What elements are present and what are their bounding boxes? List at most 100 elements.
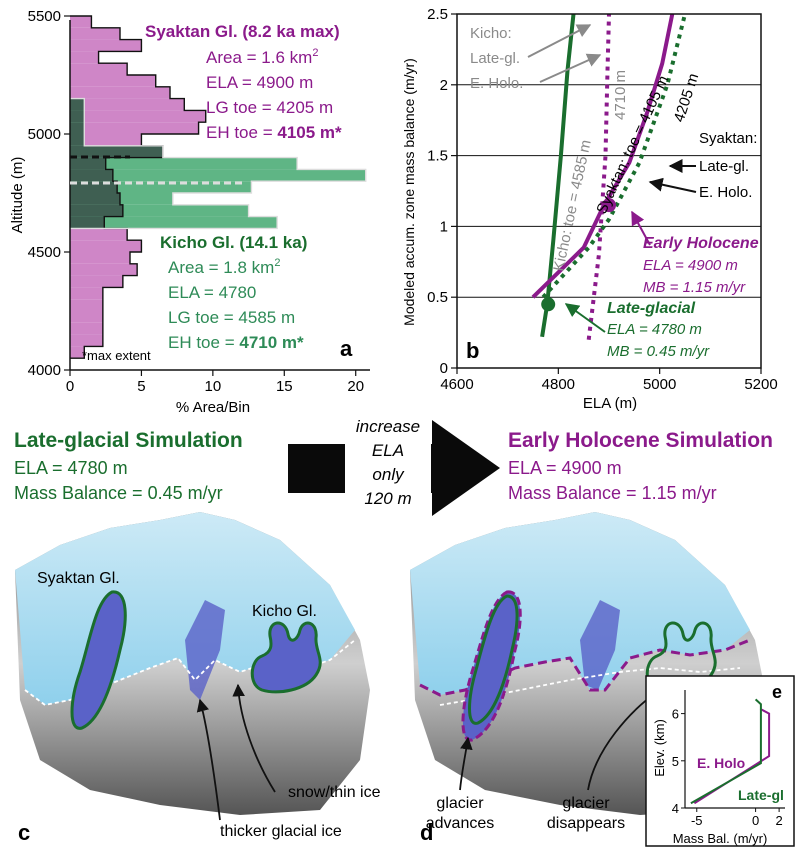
simulation-header-row: Late-glacial Simulation ELA = 4780 m Mas… — [14, 414, 773, 526]
panel-b-frame — [456, 13, 762, 369]
a-ytick-label-5000: 5000 — [28, 126, 61, 143]
arrow-text-2: ELA — [372, 441, 404, 460]
b-series-2 — [531, 13, 675, 299]
lg-mb-label: MB = 0.45 m/yr — [607, 343, 710, 360]
syktan-bar-0 — [70, 346, 85, 359]
e-ytick-label-4: 4 — [672, 801, 679, 816]
panel-a-letter: a — [340, 336, 353, 361]
inset-xlabel: Mass Bal. (m/yr) — [673, 831, 768, 846]
overlap-bar-6 — [70, 145, 163, 158]
a-xtick-label-20: 20 — [347, 378, 364, 395]
e-ytick-label-5: 5 — [672, 754, 679, 769]
thick-label: thicker glacial ice — [220, 823, 342, 840]
overlap-bar-3 — [70, 181, 118, 193]
toe-4205-label: 4205 m — [671, 71, 703, 124]
thick-ice-d — [580, 600, 620, 690]
arrow-text-4: 120 m — [364, 489, 411, 508]
eh-label: Early Holocene — [643, 235, 759, 252]
syktan-bar-3 — [70, 311, 103, 323]
footnote: *max extent — [82, 348, 151, 363]
kicho-bar-4 — [70, 169, 366, 182]
lg-sim-title: Late-glacial Simulation — [14, 429, 243, 452]
kicho-bar-5 — [70, 157, 298, 170]
panel-a-histogram: 0 5 10 15 20 4000 4500 5000 5500 Altitude (m) % … — [9, 8, 370, 416]
syktan-bar-28 — [70, 16, 92, 28]
b-series-0 — [540, 13, 576, 338]
b-ytick-label-1: 1 — [440, 218, 448, 235]
syktan-bar-9 — [70, 240, 142, 252]
toe-4710-label: 4710 m — [612, 70, 629, 120]
overlap-bar-4 — [70, 169, 113, 182]
panel-d-letter: d — [420, 820, 433, 845]
lg-ela-label: ELA = 4780 m — [607, 321, 702, 338]
advances-pointer — [459, 736, 473, 791]
kicho-key-lg: Late-gl. — [470, 50, 520, 67]
inset-frame — [645, 675, 795, 847]
panel-b-series — [531, 13, 687, 340]
panel-b-line-chart: 4600 4800 5000 5200 0 0.5 1 1.5 2 2.5 Modeled acc… — [401, 6, 778, 412]
disappears-label-2: disappears — [547, 815, 625, 832]
e-xtick-label--5: -5 — [691, 813, 703, 828]
thick-pointer — [196, 698, 221, 821]
eh-sim-mb: Mass Balance = 1.15 m/yr — [508, 483, 717, 503]
arrow-text-box — [345, 414, 431, 526]
overlap-bar-7 — [70, 134, 85, 146]
snow-pointer — [232, 683, 276, 793]
syktan-bar-22 — [70, 86, 170, 99]
syktan-bar-25 — [70, 51, 99, 64]
syktan-bar-4 — [70, 299, 103, 311]
inset-ticks: -5 0 2 4 5 6 — [672, 707, 783, 828]
syktan-bar-27 — [70, 27, 120, 40]
syktan-bar-21 — [70, 98, 185, 111]
kicho-label-c: Kicho Gl. — [252, 603, 317, 620]
syktan-bar-19 — [70, 122, 199, 134]
syktan-eh-toe: EH toe = 4105 m* — [206, 123, 342, 142]
syktan-bar-2 — [70, 322, 103, 335]
overlap-bar-10 — [70, 98, 85, 111]
kicho-glacier-outline-c — [250, 621, 322, 694]
panel-e-inset: -5 0 2 4 5 6 Elev. (km) Mass Bal. (m/yr) E. H… — [645, 675, 795, 847]
kicho-key-eh: E. Holo. — [470, 75, 523, 92]
a-ytick-label-4000: 4000 — [28, 362, 61, 379]
kicho-area: Area = 1.8 km2 — [168, 257, 280, 277]
syktan-ela: ELA = 4900 m — [206, 73, 313, 92]
syktan-bar-8 — [70, 252, 130, 264]
kicho-ela: ELA = 4780 — [168, 283, 256, 302]
overlap-bar-0 — [70, 216, 105, 229]
panel-e-letter: e — [772, 682, 782, 702]
a-xtick-label-10: 10 — [205, 378, 222, 395]
inset-series — [690, 698, 771, 805]
panel-b-ylabel: Modeled accum. zone mass balance (m/yr) — [401, 58, 417, 326]
syktan-label-c: Syaktan Gl. — [37, 570, 120, 587]
snow-label: snow/thin ice — [288, 784, 381, 801]
overlap-bar-8 — [70, 122, 85, 134]
snowline-d-eh — [419, 638, 751, 697]
panel-c-letter: c — [18, 820, 30, 845]
a-xtick-label-0: 0 — [66, 378, 74, 395]
b-ytick-label-0: 0 — [440, 360, 448, 377]
syktan-bar-23 — [70, 75, 156, 87]
b-series-3 — [541, 13, 687, 299]
lg-sim-mb: Mass Balance = 0.45 m/yr — [14, 483, 223, 503]
overlap-bar-2 — [70, 193, 120, 205]
a-xtick-label-5: 5 — [137, 378, 145, 395]
e-xtick-label-0: 0 — [752, 813, 759, 828]
a-ytick-label-4500: 4500 — [28, 244, 61, 261]
kicho-title: Kicho Gl. (14.1 ka) — [160, 233, 307, 252]
a-xtick-label-15: 15 — [276, 378, 293, 395]
syktan-lg-outline-d — [468, 594, 519, 725]
panel-b-letter: b — [466, 338, 479, 363]
panel-b-ticks: 4600 4800 5000 5200 0 0.5 1 1.5 2 2.5 — [427, 6, 778, 393]
kicho-lg-outline-d — [645, 621, 717, 694]
eh-sim-title: Early Holocene Simulation — [508, 429, 773, 452]
syktan-bar-18 — [70, 134, 142, 146]
b-xtick-label-5200: 5200 — [744, 376, 777, 393]
syktan-step-outline — [70, 15, 207, 359]
syktan-bar-1 — [70, 334, 103, 347]
syktan-key-lg: Late-gl. — [699, 158, 749, 175]
e-series-1 — [690, 698, 762, 805]
panel-a-ylabel: Altitude (m) — [9, 157, 26, 234]
advances-label-2: advances — [426, 815, 495, 832]
panel-a-xlabel: % Area/Bin — [176, 399, 250, 416]
eh-ela-label: ELA = 4900 m — [643, 257, 738, 274]
